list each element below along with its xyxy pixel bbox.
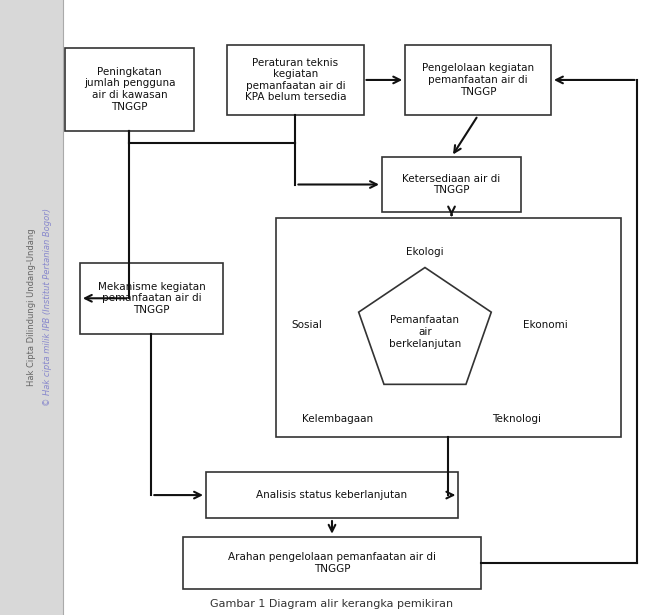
FancyBboxPatch shape	[206, 472, 458, 518]
Text: Peraturan teknis
kegiatan
pemanfaatan air di
KPA belum tersedia: Peraturan teknis kegiatan pemanfaatan ai…	[245, 58, 346, 102]
Text: Hak Cipta Dilindungi Undang-Undang: Hak Cipta Dilindungi Undang-Undang	[27, 229, 37, 386]
FancyBboxPatch shape	[227, 45, 364, 116]
Text: Kelembagaan: Kelembagaan	[301, 415, 373, 424]
Polygon shape	[359, 268, 491, 384]
FancyBboxPatch shape	[405, 45, 551, 116]
FancyBboxPatch shape	[65, 48, 195, 131]
Text: Sosial: Sosial	[291, 320, 322, 330]
FancyBboxPatch shape	[183, 536, 481, 589]
Text: Gambar 1 Diagram alir kerangka pemikiran: Gambar 1 Diagram alir kerangka pemikiran	[210, 599, 454, 609]
Text: Arahan pengelolaan pemanfaatan air di
TNGGP: Arahan pengelolaan pemanfaatan air di TN…	[228, 552, 436, 574]
Text: Peningkatan
jumlah pengguna
air di kawasan
TNGGP: Peningkatan jumlah pengguna air di kawas…	[84, 67, 175, 111]
Text: Ekonomi: Ekonomi	[523, 320, 568, 330]
Text: © Hak cipta milik IPB (Institut Pertanian Bogor): © Hak cipta milik IPB (Institut Pertania…	[43, 208, 52, 407]
FancyBboxPatch shape	[80, 263, 223, 333]
Text: Pengelolaan kegiatan
pemanfaatan air di
TNGGP: Pengelolaan kegiatan pemanfaatan air di …	[422, 63, 534, 97]
Text: Teknologi: Teknologi	[492, 415, 541, 424]
Bar	[0, 0, 63, 615]
Text: Ekologi: Ekologi	[406, 247, 444, 257]
Text: Mekanisme kegiatan
pemanfaatan air di
TNGGP: Mekanisme kegiatan pemanfaatan air di TN…	[98, 282, 205, 315]
Text: Ketersediaan air di
TNGGP: Ketersediaan air di TNGGP	[402, 173, 501, 196]
Text: Pemanfaatan
air
berkelanjutan: Pemanfaatan air berkelanjutan	[389, 315, 461, 349]
Text: Analisis status keberlanjutan: Analisis status keberlanjutan	[256, 490, 408, 500]
FancyBboxPatch shape	[382, 157, 521, 212]
FancyBboxPatch shape	[276, 218, 621, 437]
